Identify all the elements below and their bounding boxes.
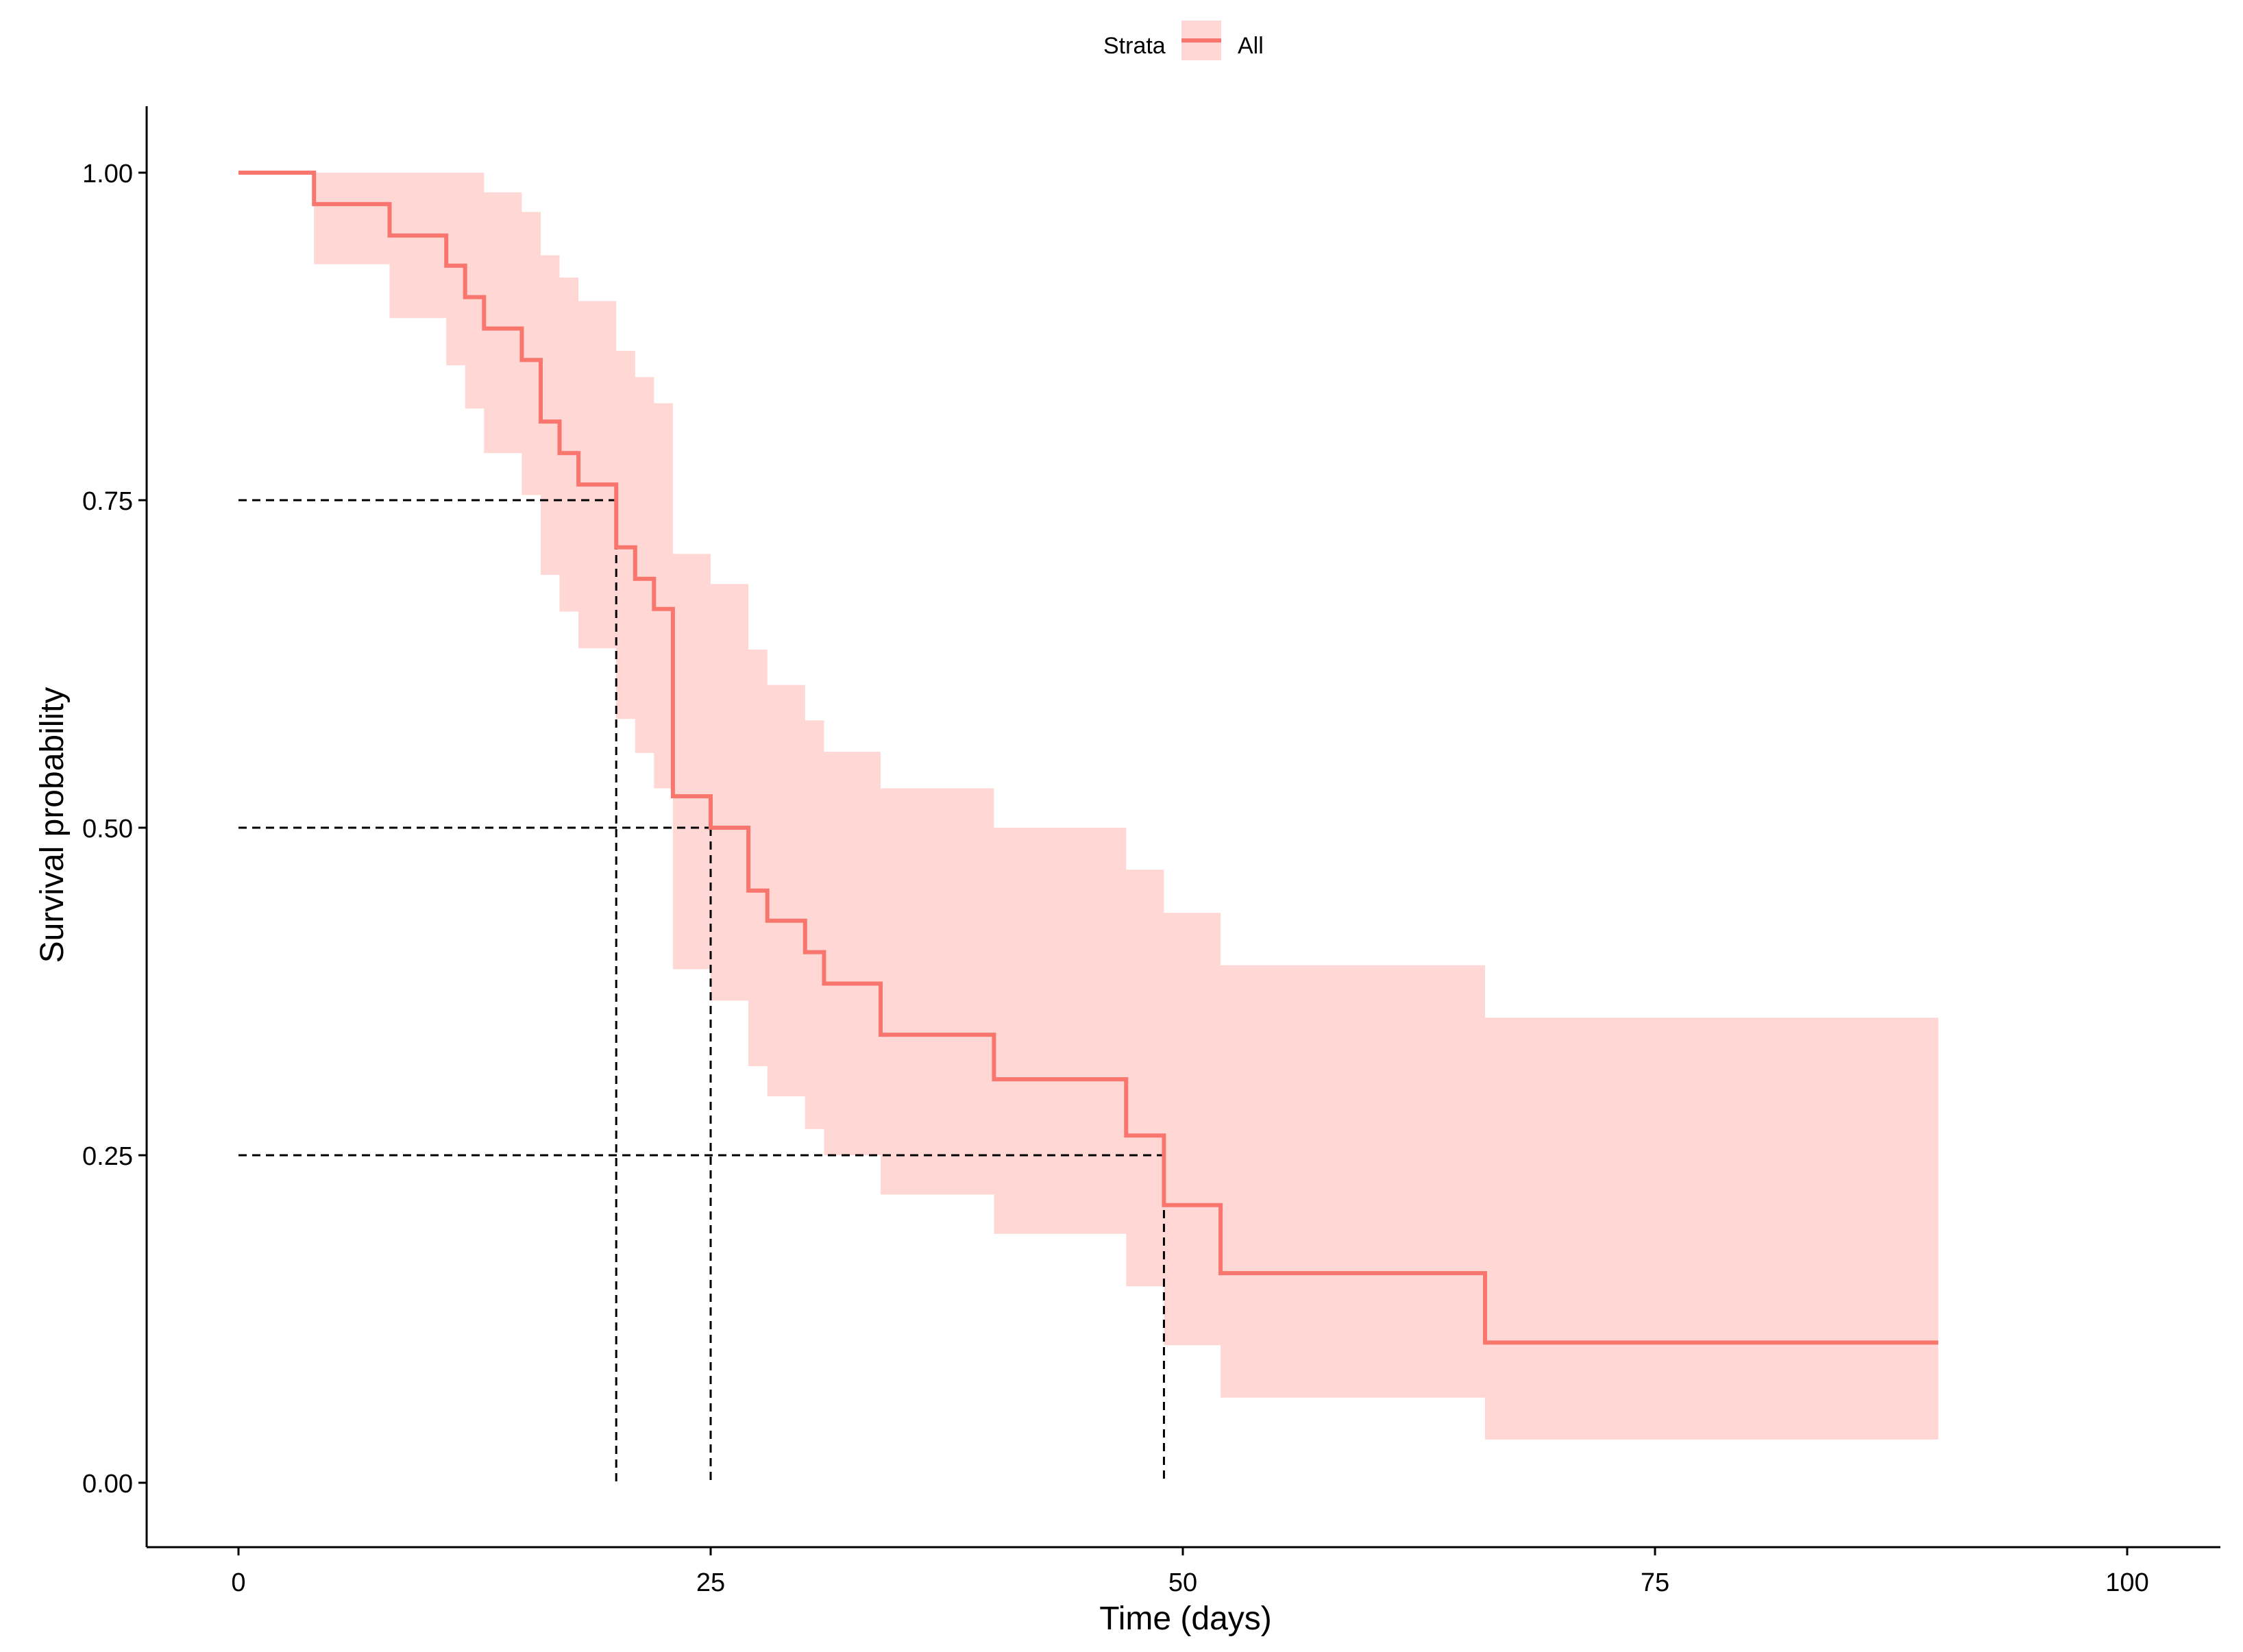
x-tick-label-1: 25 <box>696 1568 725 1597</box>
y-tick-label-1: 0.25 <box>82 1142 133 1171</box>
x-tick-label-0: 0 <box>231 1568 245 1597</box>
plot-area <box>238 171 1939 1483</box>
x-axis-title: Time (days) <box>1099 1601 1272 1637</box>
y-tick-label-3: 0.75 <box>82 487 133 516</box>
survival-curve <box>238 171 1939 1345</box>
x-tick-label-4: 100 <box>2105 1568 2148 1597</box>
x-tick-label-2: 50 <box>1168 1568 1197 1597</box>
confidence-band <box>238 173 1939 1440</box>
legend-label-all: All <box>1238 33 1264 59</box>
y-tick-label-2: 0.50 <box>82 815 133 843</box>
y-axis-title: Survival probability <box>34 687 71 963</box>
y-tick-label-0: 0.00 <box>82 1470 133 1499</box>
x-tick-label-3: 75 <box>1641 1568 1669 1597</box>
y-tick-label-4: 1.00 <box>82 160 133 188</box>
legend: Strata All <box>1103 21 1264 60</box>
legend-title: Strata <box>1103 33 1166 59</box>
axes: 0 25 50 75 100 0.00 0.25 0.50 0.75 1.00 <box>82 106 2220 1597</box>
